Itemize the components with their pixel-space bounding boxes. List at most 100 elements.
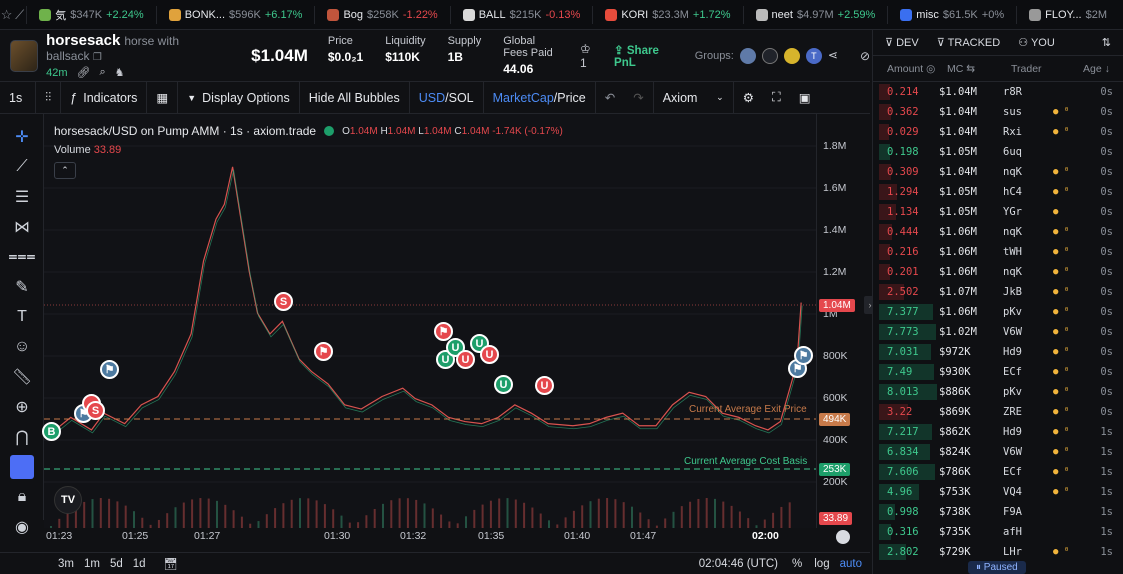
group-avatar-2[interactable]	[761, 47, 778, 64]
trade-row[interactable]: 0.201 $1.06M nqK ● ⁰ 0s	[873, 262, 1123, 282]
trade-row[interactable]: 8.013 $886K pKv ● ⁰ 0s	[873, 382, 1123, 402]
group-avatar-4[interactable]: T	[805, 47, 822, 64]
fullscreen-icon[interactable]: ⛶	[771, 90, 781, 104]
group-avatar-3[interactable]	[783, 47, 800, 64]
trade-row[interactable]: 7.217 $862K Hd9 ● ⁰ 1s	[873, 422, 1123, 442]
share-pnl-button[interactable]: ⇪ Share PnL	[614, 44, 659, 69]
you-filter[interactable]: ⚇ YOU	[1018, 36, 1055, 49]
trade-bubble[interactable]: U	[456, 350, 475, 369]
trade-row[interactable]: 7.49 $930K ECf ● ⁰ 0s	[873, 362, 1123, 382]
trade-row[interactable]: 3.22 $869K ZRE ● ⁰ 0s	[873, 402, 1123, 422]
share-icon[interactable]: ⋖	[827, 47, 838, 62]
trade-trader[interactable]: nqK	[1003, 266, 1022, 278]
trade-trader[interactable]: Hd9	[1003, 346, 1022, 358]
chart-canvas[interactable]	[44, 114, 816, 528]
trade-row[interactable]: 7.606 $786K ECf ● ⁰ 1s	[873, 462, 1123, 482]
redo-icon[interactable]: ↷	[624, 81, 654, 114]
collapse-legend-button[interactable]: ⌃	[54, 162, 76, 179]
trade-trader[interactable]: VQ4	[1003, 486, 1022, 498]
trade-trader[interactable]: Rxi	[1003, 126, 1022, 138]
price-chart[interactable]: horsesack/USD on Pump AMM · 1s · axiom.t…	[42, 114, 816, 528]
ticker-item[interactable]: Bog $258K -1.22%	[314, 5, 449, 24]
eye-icon[interactable]: ◉	[15, 519, 29, 536]
trade-trader[interactable]: nqK	[1003, 166, 1022, 178]
undo-icon[interactable]: ↶	[604, 91, 616, 105]
brush-icon[interactable]: ✎	[15, 279, 29, 296]
indicators-button[interactable]: ƒ Indicators	[61, 81, 148, 114]
trade-row[interactable]: 2.502 $1.07M JkB ● ⁰ 0s	[873, 282, 1123, 302]
trade-trader[interactable]: hC4	[1003, 186, 1022, 198]
crosshair-icon[interactable]: ✛	[15, 129, 29, 146]
trade-bubble[interactable]: U	[480, 345, 499, 364]
trade-trader[interactable]: V6W	[1003, 326, 1022, 338]
trade-trader[interactable]: afH	[1003, 526, 1022, 538]
paused-badge[interactable]: ⏸ Paused	[968, 561, 1026, 574]
adjust-icon[interactable]: ⇅	[1101, 37, 1111, 49]
col-mc[interactable]: MC ⇆	[947, 62, 976, 75]
date-range-icon[interactable]: 📅︎	[163, 558, 179, 571]
trade-trader[interactable]: Hd9	[1003, 426, 1022, 438]
trade-trader[interactable]: sus	[1003, 106, 1022, 118]
log-toggle[interactable]: log	[814, 557, 830, 570]
trade-row[interactable]: 0.029 $1.04M Rxi ● ⁰ 0s	[873, 122, 1123, 142]
trade-row[interactable]: 4.96 $753K VQ4 ● ⁰ 1s	[873, 482, 1123, 502]
layout-grid-icon[interactable]: ▦	[147, 81, 179, 114]
trade-trader[interactable]: JkB	[1003, 286, 1022, 298]
zoom-in-icon[interactable]: ⊕	[15, 399, 29, 416]
trade-bubble[interactable]: B	[42, 422, 61, 441]
trade-row[interactable]: 7.377 $1.06M pKv ● ⁰ 0s	[873, 302, 1123, 322]
price-option[interactable]: Price	[557, 90, 586, 105]
trendline-icon[interactable]: ⟋	[16, 158, 28, 175]
trade-trader[interactable]: V6W	[1003, 446, 1022, 458]
crown-icon[interactable]: ♔ 1	[579, 41, 591, 70]
link-icon[interactable]: 🔗︎	[76, 67, 91, 79]
trade-trader[interactable]: tWH	[1003, 246, 1022, 258]
ticker-item[interactable]: KORI $23.3M +1.72%	[592, 5, 742, 24]
trade-row[interactable]: 7.031 $972K Hd9 ● ⁰ 0s	[873, 342, 1123, 362]
ticker-item[interactable]: FLOY... $2M	[1016, 5, 1123, 24]
trade-trader[interactable]: ZRE	[1003, 406, 1022, 418]
range-button[interactable]: 1d	[132, 557, 146, 570]
trade-bubble[interactable]: U	[535, 376, 554, 395]
display-options-button[interactable]: ▼ Display Options	[178, 81, 300, 114]
hide-bubbles-button[interactable]: Hide All Bubbles	[300, 81, 410, 114]
trade-trader[interactable]: ECf	[1003, 466, 1022, 478]
currency-toggle[interactable]: USD / SOL	[410, 81, 484, 114]
ticker-item[interactable]: neet $4.97M +2.59%	[742, 5, 888, 24]
x-axis[interactable]: 01:23 01:25 01:27 01:30 01:32 01:35 01:40 01:47…	[44, 528, 816, 546]
ticker-item[interactable]: 気 $347K +2.24%	[26, 5, 155, 24]
trade-trader[interactable]: YGr	[1003, 206, 1022, 218]
trade-trader[interactable]: pKv	[1003, 306, 1022, 318]
trade-trader[interactable]: nqK	[1003, 226, 1022, 238]
pitchfork-icon[interactable]: ⋈	[14, 219, 30, 236]
usd-option[interactable]: USD	[418, 90, 446, 105]
trade-bubble[interactable]: S	[86, 401, 105, 420]
auto-toggle[interactable]: auto	[839, 557, 862, 570]
copy-icon[interactable]: ❐	[92, 52, 102, 63]
y-axis[interactable]: 1.8M 1.6M 1.4M 1.2M 1M 800K 600K 400K 200K 1.04M…	[816, 114, 870, 528]
sol-option[interactable]: SOL	[448, 90, 474, 105]
trade-bubble[interactable]: ⚑	[794, 346, 813, 365]
star-icon[interactable]: ☆	[0, 6, 13, 22]
utc-time[interactable]: 02:04:46 (UTC)	[698, 557, 779, 570]
dev-filter[interactable]: ⊽ DEV	[885, 36, 919, 49]
magnet-icon[interactable]: ⋂	[15, 429, 29, 446]
settings-gear-icon[interactable]: ⚙	[742, 91, 754, 105]
chart-icon[interactable]: ⟋	[15, 6, 25, 22]
trade-trader[interactable]: r8R	[1003, 86, 1022, 98]
trade-row[interactable]: 0.214 $1.04M r8R 0s	[873, 82, 1123, 102]
group-avatar-1[interactable]	[739, 47, 756, 64]
active-tool-icon[interactable]	[0, 452, 44, 482]
trade-bubble[interactable]: ⚑	[100, 360, 119, 379]
marketcap-option[interactable]: MarketCap	[492, 90, 554, 105]
fib-icon[interactable]: ⩶	[8, 248, 36, 265]
text-tool-icon[interactable]: T	[17, 308, 27, 325]
trade-row[interactable]: 1.134 $1.05M YGr ● 0s	[873, 202, 1123, 222]
pumpfun-icon[interactable]: ♞	[114, 67, 125, 79]
interval-selector[interactable]: 1s	[0, 81, 36, 114]
trade-trader[interactable]: 6uq	[1003, 146, 1022, 158]
lock-icon[interactable]: 🔒︎	[17, 488, 27, 505]
mc-price-toggle[interactable]: MarketCap / Price	[484, 81, 596, 114]
hide-eye-icon[interactable]: ⊘	[859, 48, 870, 63]
trade-row[interactable]: 2.802 $729K LHr ● ⁰ 1s	[873, 542, 1123, 562]
